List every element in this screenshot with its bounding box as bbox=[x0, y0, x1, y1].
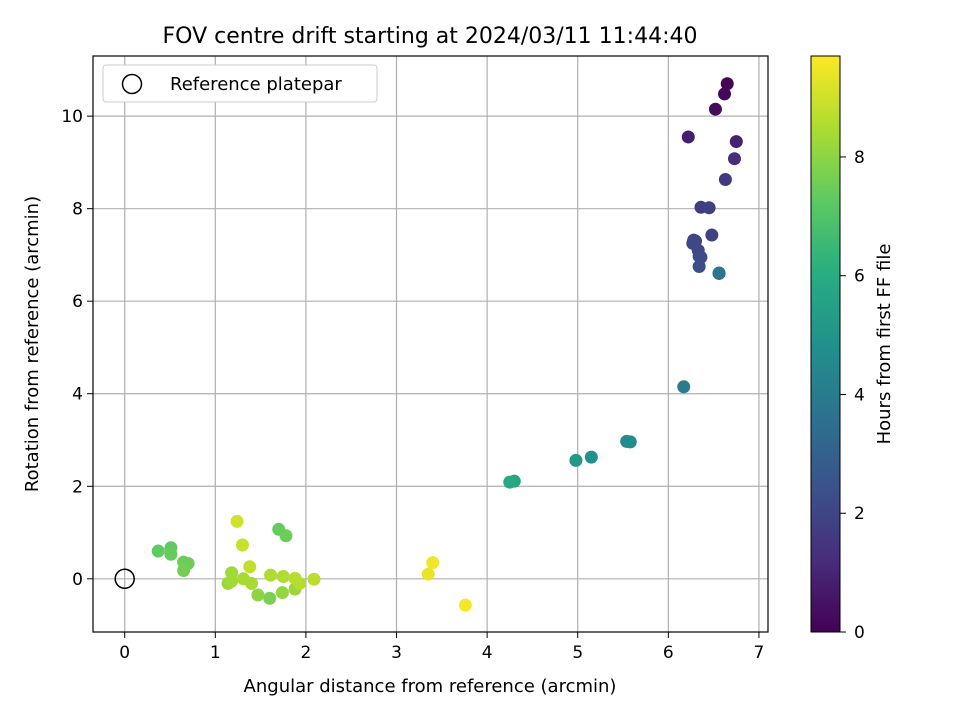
grid bbox=[93, 56, 768, 632]
colorbar-tick-label: 0 bbox=[854, 623, 865, 643]
data-point bbox=[251, 588, 265, 602]
legend-label: Reference platepar bbox=[170, 74, 342, 95]
data-point bbox=[236, 572, 250, 586]
data-point bbox=[503, 475, 517, 489]
data-point bbox=[177, 563, 191, 577]
x-tick-label: 5 bbox=[572, 643, 583, 663]
data-point bbox=[458, 598, 472, 612]
x-tick-label: 4 bbox=[482, 643, 493, 663]
data-point bbox=[708, 102, 722, 116]
x-tick-label: 3 bbox=[391, 643, 402, 663]
data-point bbox=[702, 201, 716, 215]
plot-frame bbox=[92, 55, 769, 633]
data-point bbox=[677, 380, 691, 394]
colorbar-gradient bbox=[810, 55, 841, 633]
data-point bbox=[264, 568, 278, 582]
y-tick-label: 8 bbox=[72, 200, 83, 220]
colorbar-ticks: 0 2 4 6 8 bbox=[840, 148, 865, 643]
y-axis-label: Rotation from reference (arcmin) bbox=[22, 196, 43, 492]
data-point bbox=[230, 514, 244, 528]
chart-title: FOV centre drift starting at 2024/03/11 … bbox=[163, 24, 698, 49]
data-point bbox=[421, 567, 435, 581]
colorbar-tick-label: 6 bbox=[854, 267, 865, 287]
y-tick-label: 0 bbox=[72, 570, 83, 590]
colorbar-tick-label: 4 bbox=[854, 385, 865, 405]
colorbar-label: Hours from first FF file bbox=[874, 244, 895, 445]
data-point bbox=[225, 566, 239, 580]
data-point bbox=[426, 556, 440, 570]
legend-reference-marker bbox=[121, 73, 143, 95]
data-point bbox=[275, 586, 289, 600]
x-tick-label: 2 bbox=[301, 643, 312, 663]
legend-box bbox=[102, 64, 378, 103]
colorbar-tick-label: 2 bbox=[854, 504, 865, 524]
x-tick-label: 7 bbox=[754, 643, 765, 663]
data-point bbox=[293, 576, 307, 590]
data-point bbox=[705, 228, 719, 242]
data-point bbox=[727, 152, 741, 166]
data-point bbox=[263, 591, 277, 605]
y-axis-ticks: 0 2 4 6 8 10 bbox=[61, 107, 93, 590]
data-point bbox=[718, 173, 732, 187]
data-point bbox=[569, 453, 583, 467]
data-point bbox=[243, 560, 257, 574]
x-tick-label: 1 bbox=[210, 643, 221, 663]
data-point bbox=[718, 87, 732, 101]
x-tick-label: 0 bbox=[119, 643, 130, 663]
data-point bbox=[584, 450, 598, 464]
colorbar-tick-label: 8 bbox=[854, 148, 865, 168]
colorbar: 0 2 4 6 8 Hours from first FF file bbox=[810, 55, 895, 643]
data-point bbox=[720, 77, 734, 91]
data-point bbox=[307, 572, 321, 586]
reference-platepar-point bbox=[114, 568, 135, 590]
scatter-points bbox=[114, 77, 743, 612]
data-point bbox=[151, 544, 165, 558]
data-point bbox=[712, 266, 726, 280]
y-tick-label: 10 bbox=[61, 107, 83, 127]
data-point bbox=[623, 435, 637, 449]
data-point bbox=[681, 130, 695, 144]
data-point bbox=[692, 260, 706, 274]
legend: Reference platepar bbox=[102, 64, 378, 103]
data-point bbox=[164, 547, 178, 561]
y-tick-label: 4 bbox=[72, 385, 83, 405]
x-tick-label: 6 bbox=[663, 643, 674, 663]
y-tick-label: 6 bbox=[72, 292, 83, 312]
data-point bbox=[279, 529, 293, 543]
x-axis-ticks: 0 1 2 3 4 5 6 7 bbox=[119, 632, 764, 663]
x-axis-label: Angular distance from reference (arcmin) bbox=[244, 676, 617, 697]
data-point bbox=[235, 538, 249, 552]
data-point bbox=[276, 569, 290, 583]
y-tick-label: 2 bbox=[72, 477, 83, 497]
data-point bbox=[729, 135, 743, 149]
